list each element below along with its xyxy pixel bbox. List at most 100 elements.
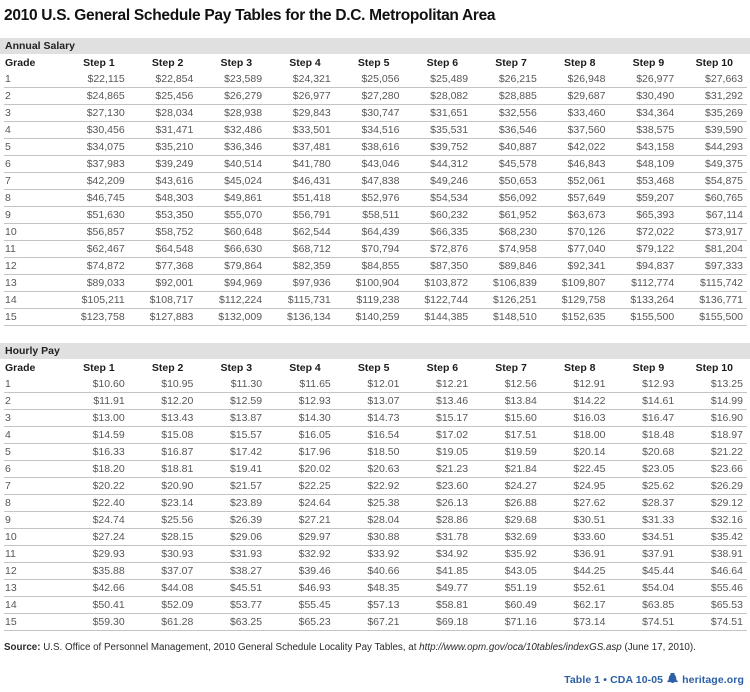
value-cell: $60.49 bbox=[472, 596, 541, 614]
step-column-header: Step 4 bbox=[289, 57, 321, 69]
table-number: Table 1 bbox=[564, 674, 601, 686]
value-cell: $126,251 bbox=[472, 291, 541, 309]
value-cell: $21.23 bbox=[403, 460, 473, 478]
value-cell: $11.65 bbox=[266, 376, 335, 393]
step-column-header: Step 3 bbox=[220, 362, 253, 374]
value-cell: $55.45 bbox=[266, 596, 335, 614]
value-cell: $17.42 bbox=[197, 443, 267, 461]
step-column-header: Step 1 bbox=[83, 57, 115, 69]
value-cell: $13.43 bbox=[128, 409, 198, 427]
value-cell: $119,238 bbox=[334, 291, 404, 309]
table-row: 4 $30,456 $31,471 $32,486 $33,501 $34,516 $35,… bbox=[4, 121, 747, 139]
value-cell: $21.84 bbox=[472, 460, 541, 478]
value-cell: $55.46 bbox=[678, 579, 747, 597]
value-cell: $67.21 bbox=[334, 613, 404, 631]
value-cell: $31.78 bbox=[403, 528, 473, 546]
table-row: 8 $46,745 $48,303 $49,861 $51,418 $52,976 $54,… bbox=[4, 189, 747, 207]
value-cell: $43,046 bbox=[334, 155, 404, 173]
value-cell: $60,648 bbox=[197, 223, 267, 241]
value-cell: $33,460 bbox=[540, 104, 610, 122]
value-cell: $132,009 bbox=[197, 308, 267, 326]
grade-cell: 13 bbox=[4, 579, 60, 597]
step-column-header: Step 7 bbox=[495, 57, 527, 69]
value-cell: $16.54 bbox=[334, 426, 404, 444]
value-cell: $27,663 bbox=[678, 71, 747, 88]
grade-cell: 3 bbox=[4, 104, 60, 122]
value-cell: $123,758 bbox=[60, 308, 129, 326]
value-cell: $51,418 bbox=[266, 189, 335, 207]
value-cell: $17.96 bbox=[266, 443, 335, 461]
table-row: 1 $22,115 $22,854 $23,589 $24,321 $25,056 $25,… bbox=[4, 71, 747, 88]
value-cell: $52.61 bbox=[540, 579, 610, 597]
value-cell: $97,936 bbox=[266, 274, 335, 292]
value-cell: $136,134 bbox=[266, 308, 335, 326]
value-cell: $54,534 bbox=[403, 189, 473, 207]
table-row: 10 $56,857 $58,752 $60,648 $62,544 $64,439 $66… bbox=[4, 223, 747, 241]
value-cell: $18.50 bbox=[334, 443, 404, 461]
table-row: 4 $14.59 $15.08 $15.57 $16.05 $16.54 $17.02 $17… bbox=[4, 426, 747, 444]
value-cell: $14.73 bbox=[334, 409, 404, 427]
value-cell: $35,210 bbox=[128, 138, 198, 156]
value-cell: $16.03 bbox=[540, 409, 610, 427]
value-cell: $49,246 bbox=[403, 172, 473, 190]
value-cell: $35,269 bbox=[678, 104, 747, 122]
value-cell: $32.92 bbox=[266, 545, 335, 563]
value-cell: $30,747 bbox=[334, 104, 404, 122]
value-cell: $70,794 bbox=[334, 240, 404, 258]
table-row: 1 $10.60 $10.95 $11.30 $11.65 $12.01 $12.21 $12… bbox=[4, 376, 747, 393]
table-row: 9 $51,630 $53,350 $55,070 $56,791 $58,511 $60,… bbox=[4, 206, 747, 224]
value-cell: $74.51 bbox=[609, 613, 679, 631]
value-cell: $71.16 bbox=[472, 613, 541, 631]
value-cell: $140,259 bbox=[334, 308, 404, 326]
value-cell: $74.51 bbox=[678, 613, 747, 631]
value-cell: $48.35 bbox=[334, 579, 404, 597]
value-cell: $43.05 bbox=[472, 562, 541, 580]
value-cell: $50.41 bbox=[60, 596, 129, 614]
grade-cell: 6 bbox=[4, 460, 60, 478]
value-cell: $61.28 bbox=[128, 613, 198, 631]
value-cell: $36.91 bbox=[540, 545, 610, 563]
value-cell: $20.63 bbox=[334, 460, 404, 478]
value-cell: $10.60 bbox=[60, 376, 129, 393]
value-cell: $115,742 bbox=[678, 274, 747, 292]
value-cell: $42,022 bbox=[540, 138, 610, 156]
value-cell: $44.08 bbox=[128, 579, 198, 597]
table-row: 11 $62,467 $64,548 $66,630 $68,712 $70,794 $72… bbox=[4, 240, 747, 258]
value-cell: $87,350 bbox=[403, 257, 473, 275]
value-cell: $31,292 bbox=[678, 87, 747, 105]
value-cell: $12.93 bbox=[266, 392, 335, 410]
value-cell: $14.22 bbox=[540, 392, 610, 410]
value-cell: $21.57 bbox=[197, 477, 267, 495]
value-cell: $43,616 bbox=[128, 172, 198, 190]
step-column-header: Step 7 bbox=[495, 362, 527, 374]
value-cell: $28.86 bbox=[403, 511, 473, 529]
value-cell: $35.42 bbox=[678, 528, 747, 546]
value-cell: $30.93 bbox=[128, 545, 198, 563]
value-cell: $48,303 bbox=[128, 189, 198, 207]
step-column-header: Step 2 bbox=[151, 362, 184, 374]
value-cell: $44.25 bbox=[540, 562, 610, 580]
value-cell: $103,872 bbox=[403, 274, 473, 292]
step-column-header: Step 9 bbox=[632, 362, 665, 374]
value-cell: $155,500 bbox=[678, 308, 747, 326]
page-title: 2010 U.S. General Schedule Pay Tables fo… bbox=[4, 7, 496, 24]
grade-cell: 1 bbox=[4, 376, 60, 393]
grade-cell: 10 bbox=[4, 223, 60, 241]
value-cell: $14.99 bbox=[678, 392, 747, 410]
grade-cell: 15 bbox=[4, 308, 60, 326]
value-cell: $56,092 bbox=[472, 189, 541, 207]
value-cell: $59.30 bbox=[60, 613, 129, 631]
value-cell: $12.93 bbox=[609, 376, 679, 393]
value-cell: $15.08 bbox=[128, 426, 198, 444]
value-cell: $27.21 bbox=[266, 511, 335, 529]
value-cell: $127,883 bbox=[128, 308, 198, 326]
pay-table-section: Annual Salary Grade Step 1 Step 2 Step 3 Ste… bbox=[0, 38, 750, 326]
value-cell: $27,130 bbox=[60, 104, 129, 122]
value-cell: $23,589 bbox=[197, 71, 267, 88]
value-cell: $62,544 bbox=[266, 223, 335, 241]
value-cell: $133,264 bbox=[609, 291, 679, 309]
value-cell: $38,575 bbox=[609, 121, 679, 139]
value-cell: $23.14 bbox=[128, 494, 198, 512]
value-cell: $57,649 bbox=[540, 189, 610, 207]
